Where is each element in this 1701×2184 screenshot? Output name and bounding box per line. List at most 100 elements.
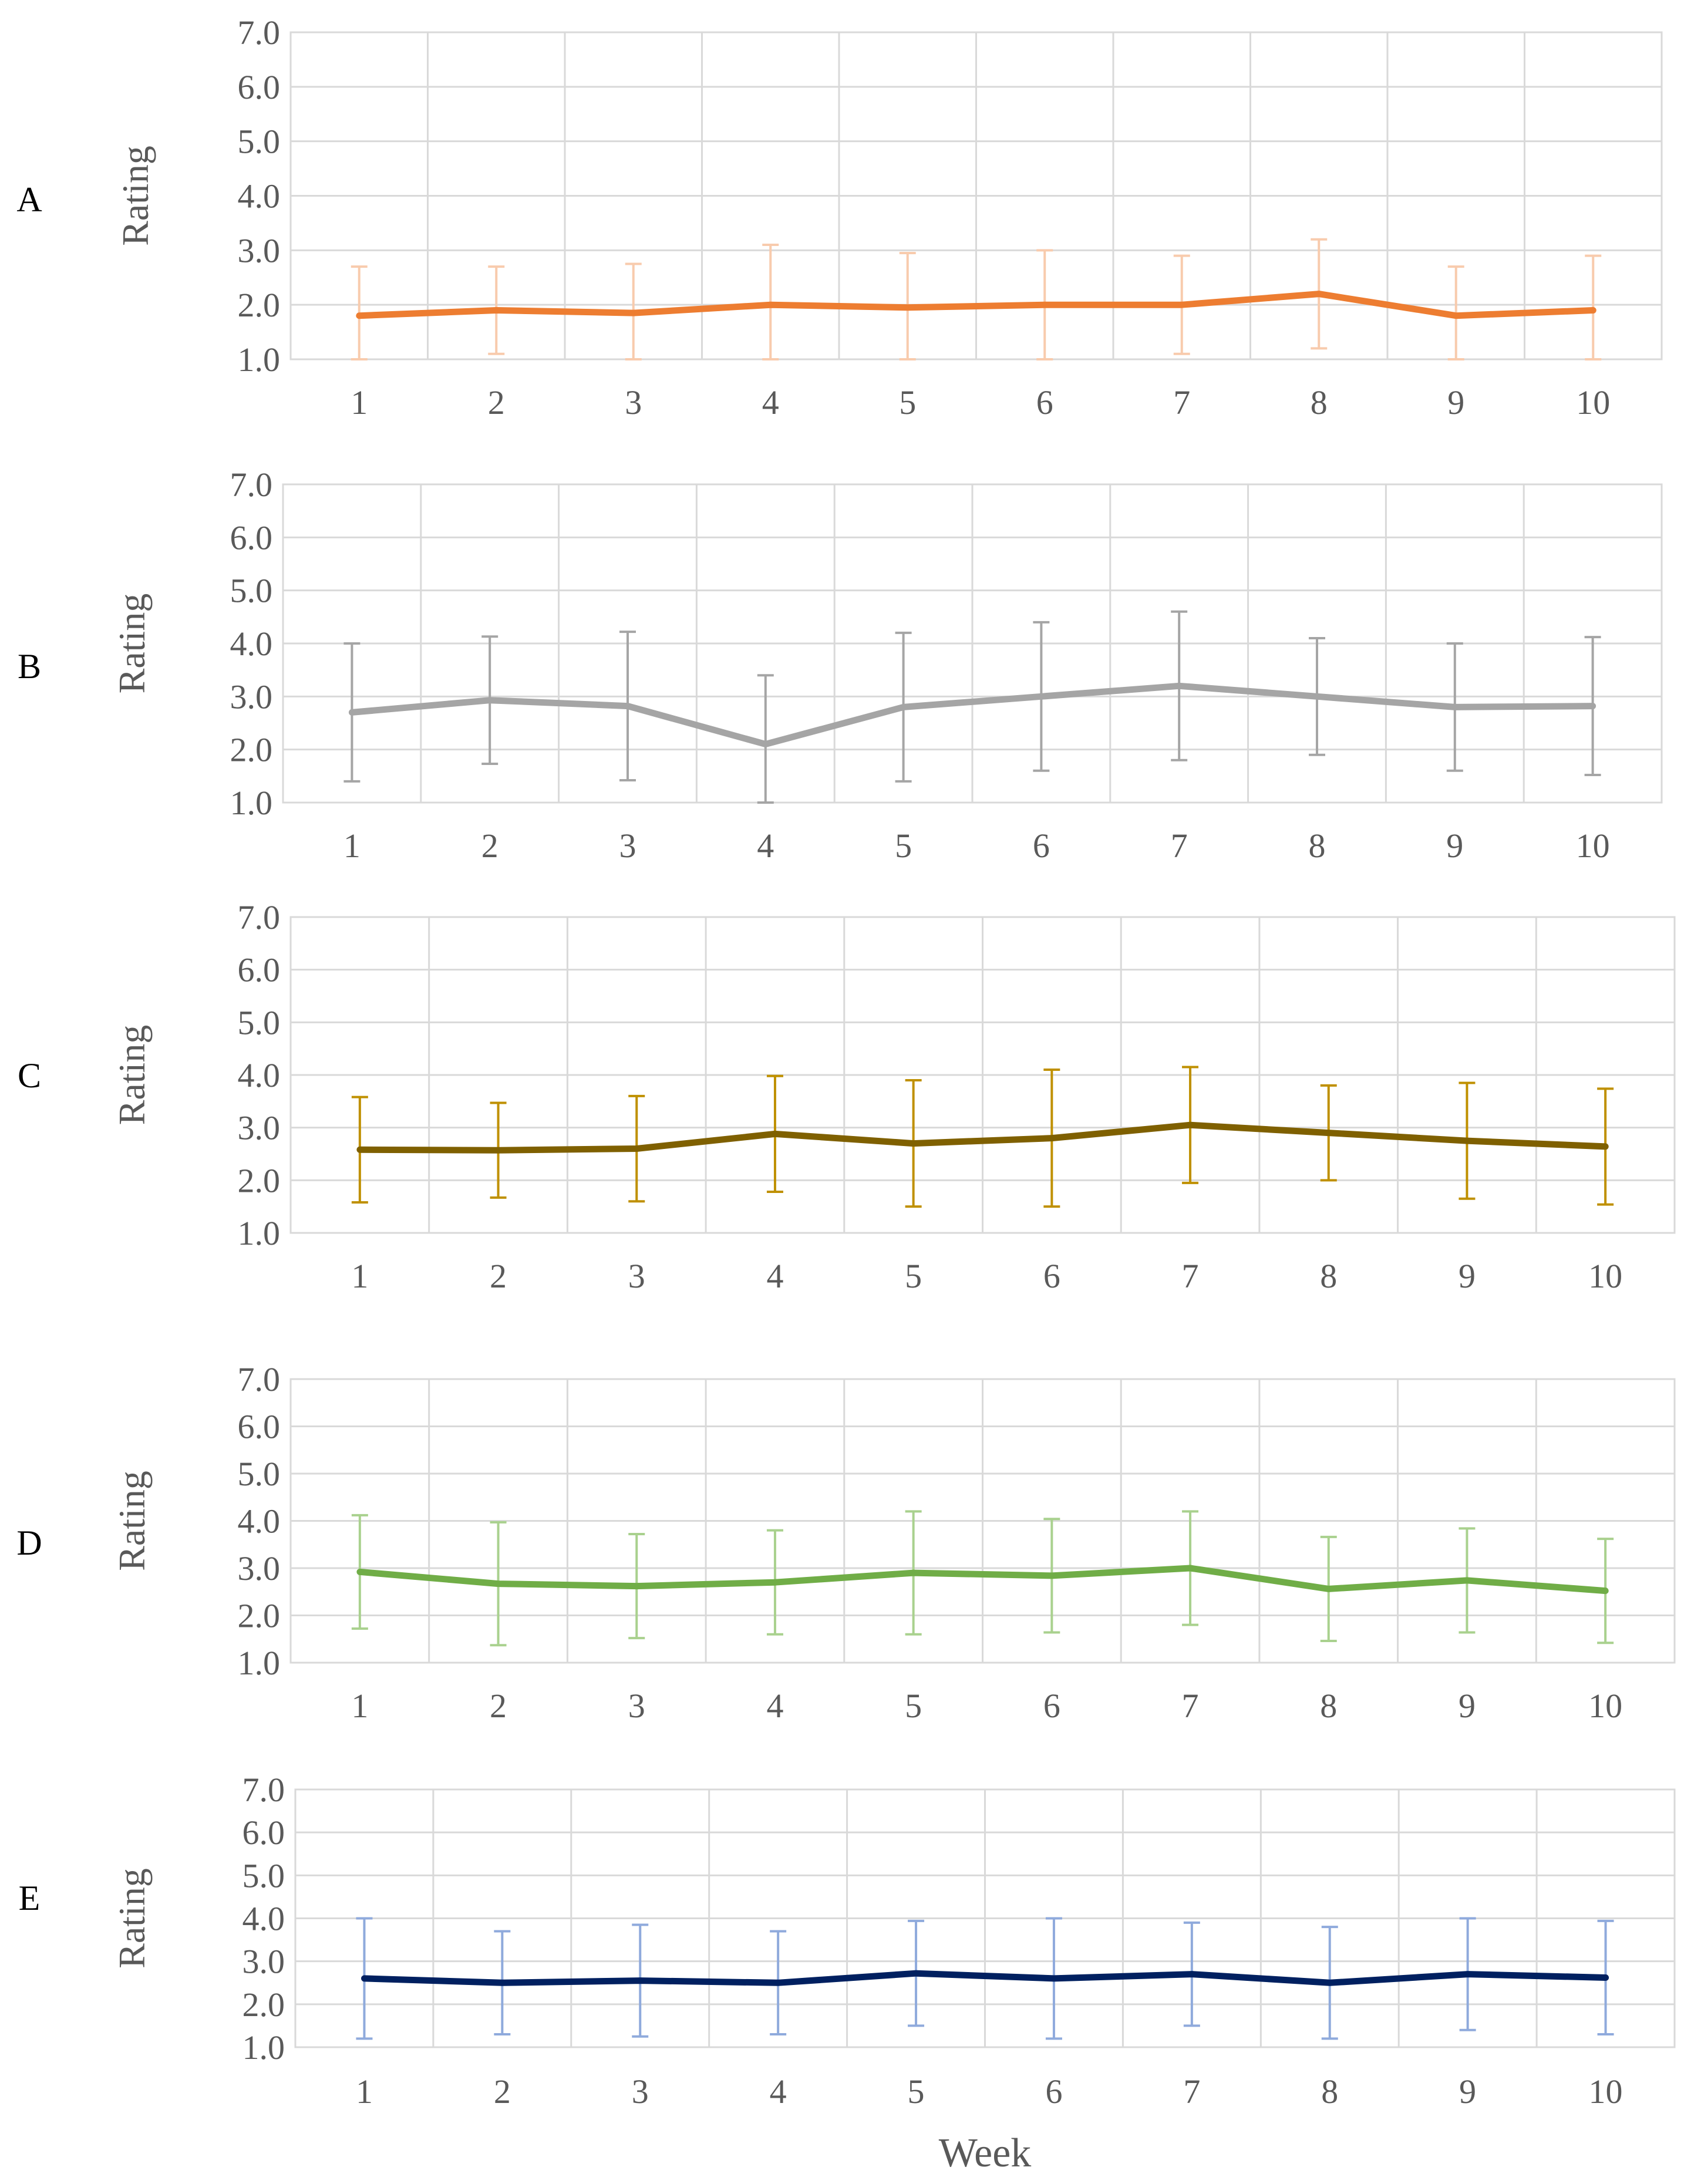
series-line [356,1121,1609,1154]
data-point [1328,1981,1331,1984]
chart-panel-d: 1.0 2.0 3.0 4.0 5.0 6.0 7.0 1 2 3 4 5 6 7 8 9 10 Rating D [16,1360,1676,1725]
data-point [632,312,635,315]
data-point [497,1582,500,1585]
y-tick-label: 1.0 [230,784,273,822]
y-tick-label: 5.0 [238,123,281,161]
x-tick-label: 3 [625,383,642,422]
x-tick-label: 1 [356,2072,373,2111]
x-tick-label: 7 [1173,383,1190,422]
y-tick-label: 6.0 [238,951,281,989]
y-tick-label: 2.0 [230,731,273,769]
data-point [358,1570,361,1573]
data-point [1318,292,1321,295]
y-tick-label: 4.0 [238,1056,281,1094]
y-tick-label: 2.0 [238,1161,281,1199]
data-point [1604,1976,1607,1979]
x-tick-label: 7 [1182,1687,1199,1725]
y-tick-label: 1.0 [238,1644,281,1682]
data-point [1190,1973,1193,1976]
x-tick-label: 9 [1447,383,1464,422]
x-tick-label: 6 [1043,1687,1060,1725]
data-point [1591,705,1594,707]
data-point [1604,1145,1607,1148]
y-tick-label: 7.0 [238,898,281,936]
x-tick-label: 4 [766,1687,783,1725]
x-tick-label: 7 [1171,827,1188,865]
error-bar [757,674,774,804]
x-tick-label: 1 [351,1257,368,1295]
data-point [764,743,767,746]
x-tick-label: 4 [762,383,779,422]
x-tick-label: 5 [905,1687,922,1725]
data-point [635,1585,638,1588]
x-tick-label: 7 [1183,2072,1200,2111]
y-tick-label: 4.0 [238,1502,281,1541]
data-point [1040,695,1043,698]
panel-label: A [16,180,42,219]
data-point [363,1977,366,1980]
y-tick-label: 7.0 [230,466,273,504]
y-tick-label: 2.0 [238,286,281,324]
y-tick-label: 1.0 [242,2028,285,2067]
y-tick-label: 4.0 [230,625,273,663]
panel-label: D [16,1524,42,1562]
data-point [1453,706,1456,709]
data-point [1454,314,1457,317]
x-tick-label: 9 [1459,1687,1476,1725]
y-tick-label: 5.0 [238,1003,281,1042]
chart-panel-b: 1.0 2.0 3.0 4.0 5.0 6.0 7.0 1 2 3 4 5 6 7 8 9 10 Rating B [18,466,1663,865]
series-line [348,682,1596,748]
x-tick-label: 1 [351,383,368,422]
series-line [356,1565,1609,1595]
panel-label: E [19,1879,41,1917]
data-point [1050,1574,1053,1577]
x-tick-label: 6 [1033,827,1050,865]
y-tick-label: 2.0 [242,1986,285,2024]
data-point [1316,695,1318,698]
data-point [1466,1579,1468,1582]
y-tick-label: 6.0 [242,1814,285,1852]
chart-panel-e: 1.0 2.0 3.0 4.0 5.0 6.0 7.0 1 2 3 4 5 6 7 8 9 10 Rating E W… [19,1771,1676,2176]
x-tick-label: 9 [1459,2072,1476,2111]
data-point [777,1981,780,1984]
x-tick-label: 8 [1309,827,1326,865]
x-tick-label: 3 [632,2072,649,2111]
data-point [501,1981,504,1984]
data-point [1604,1589,1607,1592]
y-tick-label: 1.0 [238,341,281,379]
x-tick-label: 2 [481,827,498,865]
data-point [1592,309,1595,312]
data-point [1327,1588,1330,1590]
series-line [361,1970,1609,1986]
x-tick-label: 3 [628,1257,645,1295]
y-tick-label: 3.0 [230,678,273,716]
x-tick-label: 8 [1320,1687,1337,1725]
data-point [497,1149,500,1152]
data-point [1466,1140,1468,1142]
x-tick-label: 4 [766,1257,783,1295]
y-axis-label: Rating [111,1471,153,1571]
y-tick-label: 6.0 [238,68,281,106]
panel-label: C [18,1056,41,1095]
x-tick-label: 5 [895,827,912,865]
y-tick-label: 6.0 [230,518,273,557]
x-tick-label: 5 [905,1257,922,1295]
y-tick-label: 5.0 [230,572,273,610]
y-axis-label: Rating [111,1025,153,1125]
y-tick-label: 5.0 [242,1856,285,1895]
series-line [356,291,1596,319]
y-axis-label: Rating [114,146,156,246]
y-tick-label: 7.0 [238,1360,281,1398]
data-point [1178,685,1181,687]
x-tick-label: 2 [494,2072,511,2111]
x-tick-label: 9 [1446,827,1463,865]
y-axis-label: Rating [111,594,153,694]
data-point [635,1147,638,1150]
data-point [1180,304,1183,306]
data-point [912,1572,915,1575]
x-tick-label: 4 [770,2072,787,2111]
x-tick-label: 3 [628,1687,645,1725]
y-tick-label: 1.0 [238,1214,281,1252]
x-tick-label: 6 [1043,1257,1060,1295]
